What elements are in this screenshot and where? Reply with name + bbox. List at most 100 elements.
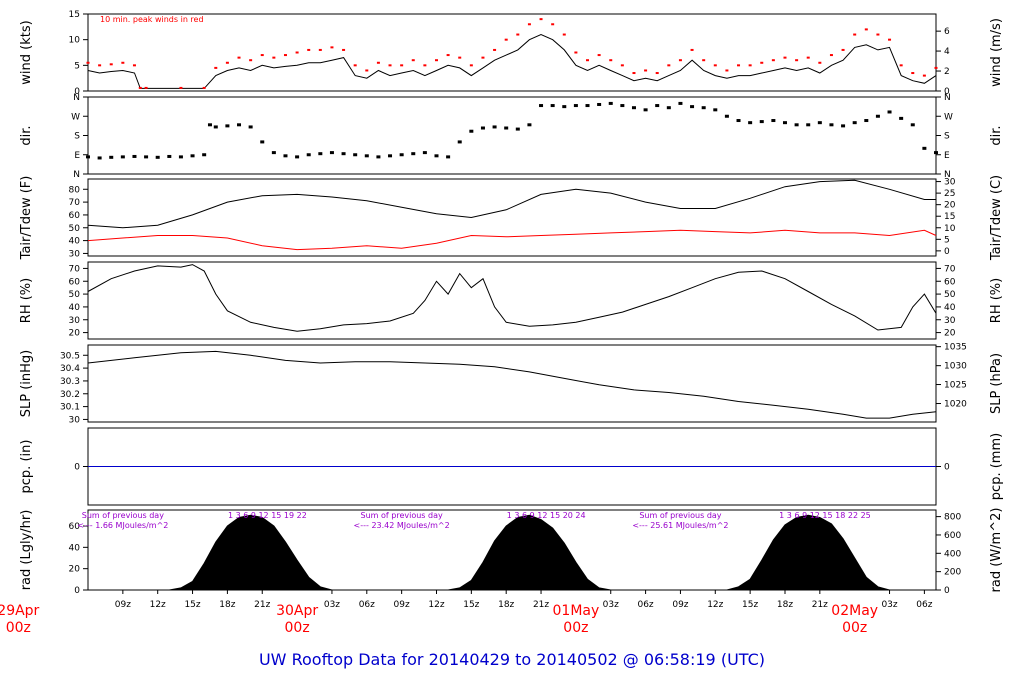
wind-peak-point-31 [469,64,473,67]
wind-peak-point-58 [783,56,787,59]
ylabel-left-wind: wind (kts) [19,20,34,84]
right-tick-label-temp-6: 30 [944,178,956,188]
ylabel-right-pcp: pcp. (mm) [989,433,1004,500]
wind-peak-point-13 [260,54,264,57]
wind-peak-point-48 [667,64,671,67]
dir-point-25 [364,154,369,158]
dir-point-40 [539,104,544,108]
dir-point-56 [724,114,729,118]
wind-peak-point-33 [493,48,497,51]
dir-point-0 [86,155,90,159]
panel-frame-temp [87,178,937,257]
wind-peak-point-4 [132,64,136,67]
dir-point-34 [469,129,474,133]
dir-point-29 [411,152,416,156]
wind-peak-point-18 [318,48,322,51]
left-tick-label-temp-4: 70 [69,198,81,208]
left-tick-label-dir-1: E [74,151,80,161]
wind-peak-point-14 [272,56,276,59]
dir-point-7 [167,154,172,158]
left-tick-label-dir-3: W [71,112,80,122]
dir-point-8 [178,155,183,159]
x-tick-label-20: 06z [916,600,932,610]
wind-peak-point-43 [609,59,613,62]
left-tick-label-slp-4: 30.4 [60,364,80,374]
dir-point-6 [155,155,160,159]
left-tick-label-rh-2: 40 [69,303,81,313]
wind-peak-point-44 [620,64,624,67]
dir-point-33 [457,140,462,144]
dir-point-53 [690,105,695,109]
left-tick-label-pcp-0: 0 [74,463,80,473]
wind-peak-point-7 [179,86,183,89]
left-tick-label-slp-2: 30.2 [60,390,80,400]
x-tick-label-2: 15z [184,600,200,610]
dir-point-48 [631,106,636,110]
right-tick-label-rad-3: 600 [944,531,961,541]
rad-annot-hours-2: 1 3 6 9 12 15 18 22 25 [779,511,871,520]
left-tick-label-rad-1: 20 [69,565,81,575]
wind-peak-point-34 [504,38,508,41]
dir-point-54 [701,106,706,110]
panel-frame-rh [87,261,937,340]
x-tick-label-13: 06z [637,600,653,610]
wind-peak-point-6 [144,86,148,89]
dir-point-57 [736,119,741,123]
right-tick-label-dir-2: S [944,132,950,142]
left-tick-label-temp-2: 50 [69,224,81,234]
dir-point-18 [283,154,288,158]
day-label-time-0: 00z [6,620,31,636]
panel-frame-wind [87,13,937,92]
dir-point-55 [713,108,718,112]
right-tick-label-rh-4: 60 [944,277,956,287]
wind-annotation: 10 min. peak winds in red [100,15,204,24]
dir-point-74 [934,151,938,155]
dir-point-35 [480,126,485,130]
dir-point-72 [910,123,915,127]
wind-peak-point-20 [342,48,346,51]
left-tick-label-temp-3: 60 [69,211,81,221]
x-tick-label-10: 18z [498,600,514,610]
x-tick-label-5: 03z [324,600,340,610]
wind-peak-point-30 [458,56,462,59]
wind-peak-point-59 [795,59,799,62]
right-tick-label-rad-4: 800 [944,513,961,523]
panel-frame-slp [87,344,937,423]
wind-peak-point-11 [237,56,241,59]
wind-peak-point-55 [748,64,752,67]
wind-peak-point-57 [771,59,775,62]
right-tick-label-wind-1: 2 [944,67,950,77]
dir-point-50 [655,104,660,108]
ylabel-right-slp: SLP (hPa) [989,353,1004,414]
dir-point-46 [608,101,613,105]
wind-peak-point-42 [597,54,601,57]
dir-point-36 [492,125,497,129]
right-tick-label-rh-0: 20 [944,329,956,339]
right-tick-label-rh-3: 50 [944,290,956,300]
dir-point-31 [434,154,439,158]
wind-peak-point-32 [481,56,485,59]
wind-peak-point-67 [888,38,892,41]
left-tick-label-rh-1: 30 [69,316,81,326]
left-tick-label-rh-4: 60 [69,277,81,287]
dir-point-67 [852,121,857,125]
rad-annot-sum-1: <--- 23.42 MJoules/m^2 [354,521,450,530]
x-tick-label-16: 15z [742,600,758,610]
ylabel-right-rad: rad (W/m^2) [989,508,1004,593]
left-tick-label-wind-1: 5 [74,61,80,71]
ylabel-right-wind: wind (m/s) [989,18,1004,87]
dir-point-66 [841,124,846,128]
wind-peak-point-66 [876,33,880,36]
wind-peak-point-15 [283,54,287,57]
dir-point-3 [120,155,125,159]
wind-peak-point-45 [632,72,636,75]
left-tick-label-rh-0: 20 [69,329,81,339]
left-tick-label-rad-0: 0 [74,586,80,596]
x-tick-label-7: 09z [394,600,410,610]
wind-peak-point-1 [98,64,102,67]
rad-annot-title-0: Sum of previous day [82,511,164,520]
left-tick-label-temp-1: 40 [69,237,81,247]
ylabel-left-temp: Tair/Tdew (F) [19,176,34,261]
x-tick-label-18: 21z [812,600,828,610]
